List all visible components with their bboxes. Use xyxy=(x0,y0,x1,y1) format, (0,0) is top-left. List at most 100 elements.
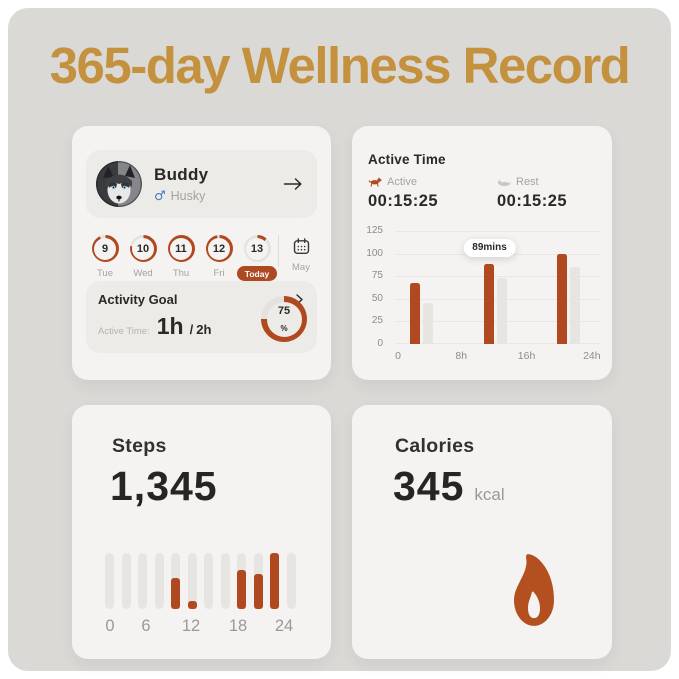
steps-axis-label: 12 xyxy=(181,617,201,635)
active-chart-yaxis: 0 25 50 75 100 125 xyxy=(360,225,386,349)
calories-title: Calories xyxy=(395,435,475,457)
steps-bar xyxy=(253,574,263,609)
pet-header-row[interactable]: Buddy ♂ Husky xyxy=(86,150,317,218)
today-badge: Today xyxy=(237,266,277,281)
steps-bar-slot xyxy=(171,553,181,609)
steps-bar-slot xyxy=(220,553,230,609)
date-weekday: Wed xyxy=(133,268,153,279)
steps-bar-slot xyxy=(237,553,247,609)
flame-icon xyxy=(514,554,554,626)
calories-card: Calories 345 kcal xyxy=(352,405,612,659)
activity-goal-section: Activity Goal Active Time: 1h / 2h 75% xyxy=(86,281,317,353)
pet-breed: Husky xyxy=(170,189,206,203)
y-axis-label: 125 xyxy=(366,225,383,236)
page-title: 365-day Wellness Record xyxy=(49,37,631,94)
pet-avatar xyxy=(96,161,142,207)
rest-duration-value: 00:15:25 xyxy=(497,192,568,210)
activity-goal-title: Activity Goal xyxy=(98,292,178,307)
y-axis-label: 100 xyxy=(366,247,383,259)
pet-info: Buddy ♂ Husky xyxy=(154,165,283,203)
steps-bar-slot xyxy=(286,553,296,609)
active-bar xyxy=(409,283,420,344)
steps-bar-slot xyxy=(121,553,131,609)
date-progress-ring: 10 xyxy=(129,235,157,262)
y-axis-label: 75 xyxy=(371,270,383,282)
arrow-right-icon[interactable] xyxy=(283,177,303,191)
running-dog-icon xyxy=(368,176,382,187)
date-progress-ring: 11 xyxy=(167,235,195,262)
resting-dog-icon xyxy=(497,178,511,186)
rest-bar xyxy=(496,278,507,344)
steps-xaxis: 0 6 12 18 24 xyxy=(105,617,296,637)
active-bar xyxy=(483,263,494,344)
date-progress-ring: 13 xyxy=(243,235,271,262)
steps-bars xyxy=(105,553,296,609)
rest-bar xyxy=(422,303,433,344)
legend-rest-label: Rest xyxy=(516,176,539,188)
date-weekday: Fri xyxy=(213,268,225,279)
date-weekday: Tue xyxy=(96,268,114,279)
steps-bar xyxy=(171,577,181,609)
x-axis-label: 8h xyxy=(455,350,468,362)
date-item-13[interactable]: 13 Today xyxy=(237,235,277,281)
goal-progress-ring: 75% xyxy=(261,296,307,342)
steps-axis-label: 18 xyxy=(228,617,248,635)
date-number: 11 xyxy=(170,237,192,260)
y-axis-label: 0 xyxy=(377,338,383,349)
gridline xyxy=(396,276,600,278)
steps-title: Steps xyxy=(112,435,167,457)
active-duration-value: 00:15:25 xyxy=(368,192,439,210)
pet-name: Buddy xyxy=(154,165,209,184)
steps-bar-slot xyxy=(187,553,197,609)
active-chart-xaxis: 0 8h 16h 24h xyxy=(395,350,601,365)
pet-profile-card: Buddy ♂ Husky 9 Tue 10 Wed 11 Thu 12 Fri 13 Today xyxy=(72,126,331,380)
y-axis-label: 25 xyxy=(371,315,383,327)
month-label: May xyxy=(292,262,310,273)
gridline xyxy=(396,231,600,232)
legend-active: Active xyxy=(368,176,417,188)
steps-card: Steps 1,345 0 6 12 18 24 xyxy=(72,405,331,659)
steps-bar-slot xyxy=(105,553,114,609)
x-axis-label: 16h xyxy=(517,350,536,362)
steps-bar-slot xyxy=(204,553,214,609)
rest-bar xyxy=(569,267,580,344)
calories-unit: kcal xyxy=(474,485,505,504)
legend-active-label: Active xyxy=(387,176,417,188)
date-number: 10 xyxy=(132,237,154,260)
steps-bar xyxy=(187,601,197,609)
date-row: 9 Tue 10 Wed 11 Thu 12 Fri 13 Today May xyxy=(86,235,319,281)
date-number: 9 xyxy=(94,237,116,260)
calendar-icon xyxy=(293,238,309,255)
divider xyxy=(278,235,279,267)
steps-axis-label: 24 xyxy=(274,617,294,635)
date-weekday: Thu xyxy=(172,268,190,279)
date-item-9[interactable]: 9 Tue xyxy=(86,235,124,281)
active-bar xyxy=(556,253,567,344)
steps-axis-label: 0 xyxy=(105,617,115,635)
steps-axis-label: 6 xyxy=(141,617,151,635)
date-item-12[interactable]: 12 Fri xyxy=(200,235,238,281)
date-selector: 9 Tue 10 Wed 11 Thu 12 Fri 13 Today xyxy=(86,235,277,281)
steps-bar xyxy=(270,553,280,609)
date-item-11[interactable]: 11 Thu xyxy=(162,235,200,281)
goal-percent: 75% xyxy=(266,301,302,337)
goal-separator: / xyxy=(189,322,194,337)
y-axis-label: 50 xyxy=(371,292,383,304)
steps-bar-slot xyxy=(154,553,164,609)
steps-bar-slot xyxy=(253,553,263,609)
active-chart-plot: 89mins xyxy=(396,231,600,344)
male-gender-icon: ♂ xyxy=(154,188,166,204)
calories-value: 345 xyxy=(393,463,465,509)
x-axis-label: 0 xyxy=(395,350,401,362)
calendar-button[interactable]: May xyxy=(283,235,319,273)
date-item-10[interactable]: 10 Wed xyxy=(124,235,162,281)
steps-bar xyxy=(237,569,247,609)
steps-value: 1,345 xyxy=(110,463,218,509)
active-time-card: Active Time Active Rest 00:15:25 00:15:2… xyxy=(352,126,612,380)
legend-rest: Rest xyxy=(497,176,539,188)
date-progress-ring: 12 xyxy=(205,235,233,262)
active-time-label: Active Time: xyxy=(98,326,150,337)
x-axis-label: 24h xyxy=(583,350,601,362)
steps-bar-slot xyxy=(270,553,280,609)
active-time-chart: 0 25 50 75 100 125 89mins 0 8h 16h 24h xyxy=(360,225,601,365)
